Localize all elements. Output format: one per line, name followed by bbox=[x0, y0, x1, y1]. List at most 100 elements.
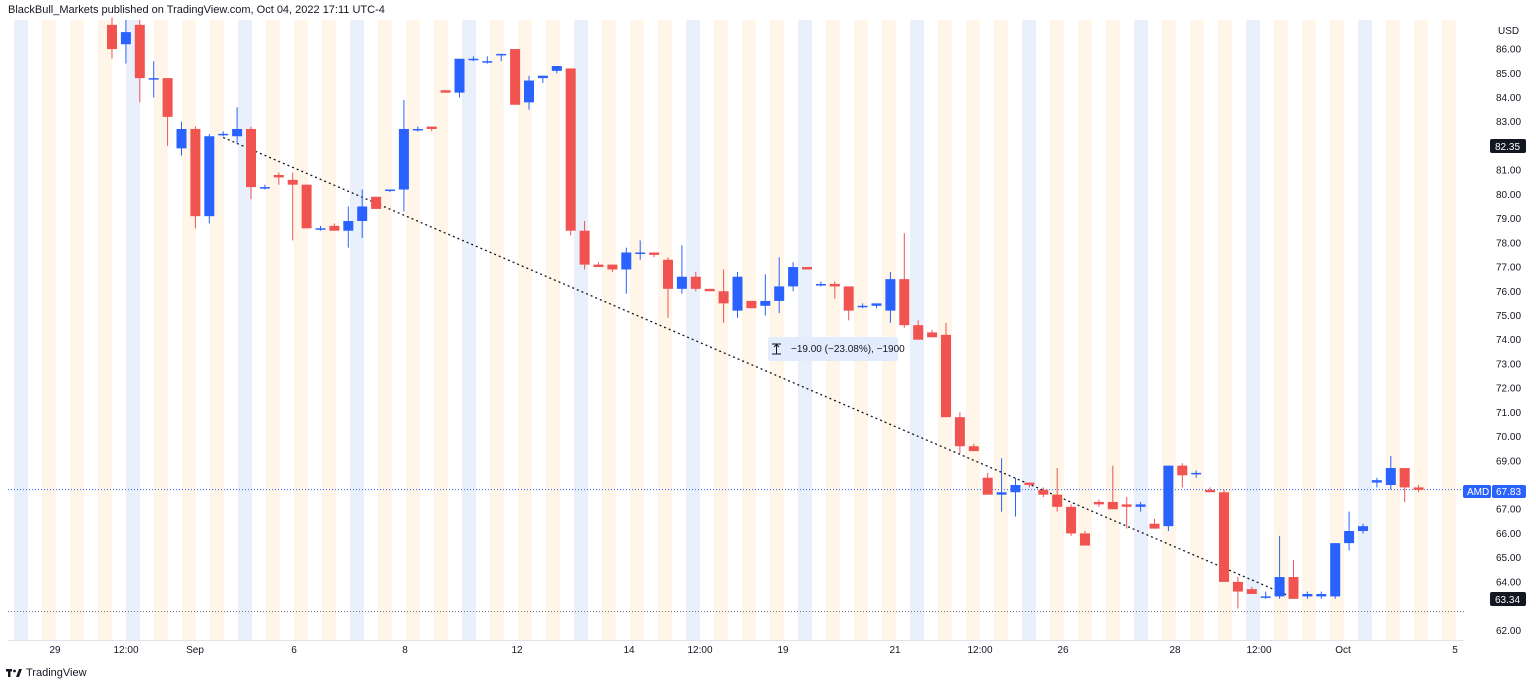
candle-body-up bbox=[204, 136, 215, 217]
session-band bbox=[490, 20, 504, 640]
candle bbox=[496, 53, 507, 62]
candle-body-down bbox=[1399, 468, 1410, 488]
candle-body-down bbox=[162, 78, 173, 117]
candle bbox=[1080, 531, 1090, 546]
candle-body-down bbox=[593, 264, 604, 268]
badge-low-line-text: 63.34 bbox=[1495, 595, 1520, 606]
candle-body-up bbox=[774, 286, 785, 301]
price-tick-label: 73.00 bbox=[1496, 359, 1521, 370]
tradingview-logo-icon bbox=[6, 669, 22, 677]
session-band bbox=[322, 20, 336, 640]
time-label: 12 bbox=[511, 645, 523, 656]
session-band bbox=[1078, 20, 1092, 640]
candle bbox=[329, 223, 340, 231]
brand-footer[interactable]: TradingView bbox=[6, 667, 87, 679]
candle bbox=[246, 126, 256, 200]
session-band bbox=[238, 20, 252, 640]
measure-label: −19.00 (−23.08%), −1900 bbox=[791, 344, 905, 355]
session-band bbox=[1106, 20, 1120, 640]
candle-body-up bbox=[468, 58, 479, 61]
candle-body-down bbox=[829, 283, 840, 287]
session-band bbox=[182, 20, 196, 640]
candle bbox=[385, 189, 395, 192]
candle-body-down bbox=[704, 288, 715, 292]
candle-body-down bbox=[1080, 533, 1090, 546]
candle bbox=[621, 247, 632, 294]
candle bbox=[259, 184, 270, 190]
candle-body-down bbox=[1413, 487, 1424, 490]
candle-body-up bbox=[1371, 480, 1382, 483]
candle-body-down bbox=[426, 126, 437, 129]
session-band bbox=[1050, 20, 1064, 640]
candle bbox=[1066, 504, 1077, 536]
candle-body-up bbox=[385, 189, 395, 192]
session-band bbox=[1022, 20, 1036, 640]
candle bbox=[343, 206, 354, 248]
candle bbox=[1149, 518, 1160, 529]
candle bbox=[1038, 487, 1049, 498]
price-axis-ticks: 86.00 85.00 84.00 83.00 81.00 80.00 79.00 78.00… bbox=[1496, 45, 1521, 637]
price-tick-label: 65.00 bbox=[1496, 553, 1521, 564]
candle-body-up bbox=[315, 228, 326, 230]
session-band bbox=[1190, 20, 1204, 640]
candle bbox=[663, 257, 673, 318]
candle bbox=[440, 90, 451, 93]
candle bbox=[1399, 468, 1410, 502]
candle-body-up bbox=[120, 32, 131, 45]
price-tick-label: 79.00 bbox=[1496, 214, 1521, 225]
time-label: 12:00 bbox=[687, 645, 712, 656]
time-label: 19 bbox=[777, 645, 789, 656]
candle-body-down bbox=[1232, 581, 1243, 592]
measure-tooltip[interactable]: −19.00 (−23.08%), −1900 bbox=[768, 337, 905, 361]
session-band bbox=[658, 20, 672, 640]
candle-body-up bbox=[1330, 543, 1341, 597]
session-band bbox=[1330, 20, 1344, 640]
candle bbox=[1302, 591, 1313, 599]
candle-body-up bbox=[871, 303, 882, 306]
session-band bbox=[210, 20, 224, 640]
candle-body-down bbox=[1038, 489, 1049, 495]
time-label: 8 bbox=[402, 645, 408, 656]
candle bbox=[635, 240, 646, 260]
axes: USD bbox=[8, 26, 1519, 641]
price-tick-label: 84.00 bbox=[1496, 93, 1521, 104]
candle bbox=[1191, 470, 1202, 478]
candle bbox=[273, 172, 284, 185]
session-band bbox=[938, 20, 952, 640]
price-chart[interactable]: −19.00 (−23.08%), −1900 USD 86.00 85.00 84… bbox=[0, 0, 1536, 660]
candle-body-up bbox=[218, 133, 229, 136]
candle-body-down bbox=[607, 264, 618, 270]
candle bbox=[1010, 477, 1021, 517]
price-tick-label: 62.00 bbox=[1496, 626, 1521, 637]
price-tick-label: 70.00 bbox=[1496, 432, 1521, 443]
candle-body-down bbox=[246, 128, 256, 188]
candle-body-up bbox=[259, 187, 270, 189]
trendline-dotted[interactable] bbox=[222, 136, 1294, 599]
candle-body-down bbox=[1205, 489, 1216, 493]
session-band bbox=[630, 20, 644, 640]
candle bbox=[218, 131, 229, 137]
candle bbox=[287, 172, 298, 241]
candle-body-down bbox=[1219, 492, 1229, 582]
price-axis-currency: USD bbox=[1498, 26, 1519, 37]
candle-body-down bbox=[1093, 501, 1104, 505]
candle bbox=[857, 303, 868, 309]
time-label: 14 bbox=[623, 645, 635, 656]
candle-body-down bbox=[510, 49, 521, 105]
candle bbox=[1274, 535, 1285, 599]
candle bbox=[1385, 455, 1396, 490]
candle bbox=[649, 252, 660, 258]
candle-body-up bbox=[148, 78, 159, 80]
badge-symbol bbox=[1463, 485, 1491, 498]
session-band bbox=[126, 20, 140, 640]
candles bbox=[107, 17, 1424, 609]
candle-body-down bbox=[968, 446, 979, 452]
price-tick-label: 66.00 bbox=[1496, 529, 1521, 540]
candle bbox=[301, 184, 312, 229]
candle-body-up bbox=[1163, 465, 1174, 527]
candle-body-down bbox=[1121, 504, 1132, 507]
candle bbox=[176, 121, 187, 156]
candle bbox=[1330, 543, 1341, 599]
candle bbox=[968, 443, 979, 452]
candle-body-down bbox=[927, 332, 938, 338]
